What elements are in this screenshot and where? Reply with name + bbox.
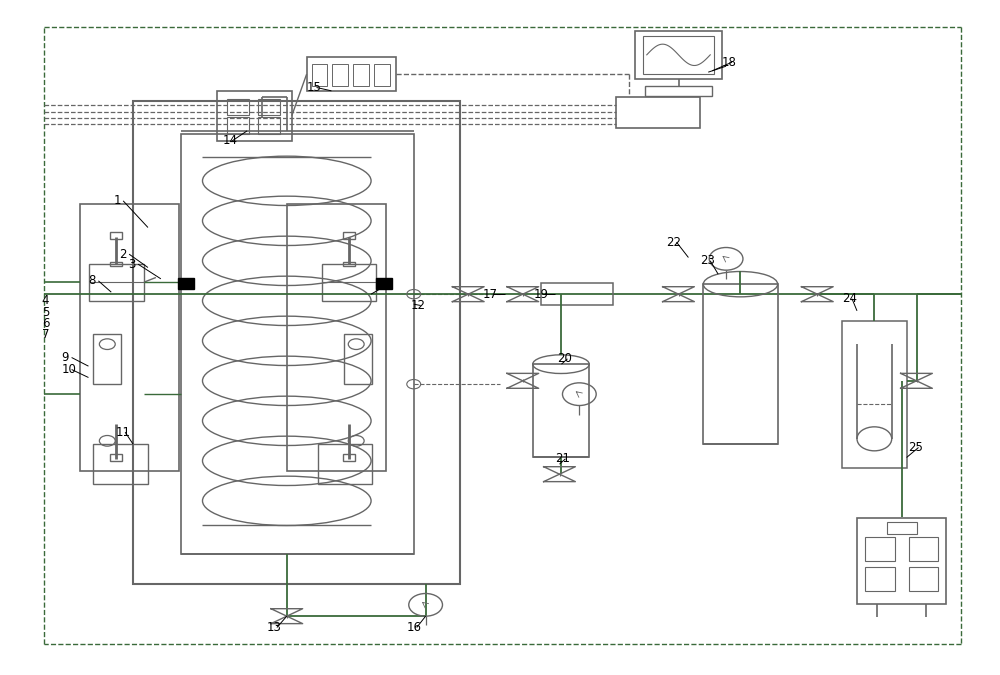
Text: 7: 7 <box>42 328 49 342</box>
Bar <box>865 568 895 591</box>
Bar <box>703 284 778 444</box>
Text: 1: 1 <box>113 194 121 207</box>
Bar <box>635 31 722 79</box>
Bar <box>217 91 292 141</box>
Bar <box>645 86 712 96</box>
Text: 16: 16 <box>407 621 422 634</box>
Bar <box>312 64 327 86</box>
Text: 26: 26 <box>376 279 391 292</box>
Text: 17: 17 <box>483 288 498 300</box>
Bar <box>80 204 179 471</box>
Bar <box>133 101 460 584</box>
Bar <box>181 134 414 554</box>
Text: 24: 24 <box>842 292 857 305</box>
Bar <box>332 64 348 86</box>
Bar <box>110 262 122 266</box>
Bar <box>307 57 396 91</box>
Bar <box>110 232 122 239</box>
Bar <box>374 64 390 86</box>
Bar <box>110 454 122 461</box>
Text: 10: 10 <box>62 363 77 376</box>
Bar <box>227 99 249 115</box>
Bar <box>343 232 355 239</box>
Text: 22: 22 <box>667 236 682 248</box>
Text: 15: 15 <box>307 81 322 94</box>
Text: 18: 18 <box>722 55 737 69</box>
Bar <box>93 444 148 484</box>
Bar <box>258 99 280 115</box>
Bar <box>344 334 372 384</box>
Text: 5: 5 <box>42 306 49 319</box>
Bar <box>376 278 392 289</box>
Bar <box>322 264 376 301</box>
Bar <box>842 321 907 468</box>
Text: 9: 9 <box>62 351 69 364</box>
Text: 25: 25 <box>909 441 923 454</box>
Text: 12: 12 <box>411 299 426 312</box>
Bar <box>541 283 613 306</box>
Bar <box>857 518 946 604</box>
Bar <box>93 334 121 384</box>
Bar <box>287 204 386 471</box>
Text: 2: 2 <box>119 248 127 261</box>
Bar <box>887 522 916 534</box>
Text: 19: 19 <box>534 288 549 300</box>
Text: 13: 13 <box>267 621 282 634</box>
Bar <box>909 568 938 591</box>
Text: 3: 3 <box>128 258 136 271</box>
Text: 4: 4 <box>42 294 49 307</box>
Text: 11: 11 <box>115 426 130 439</box>
Text: 23: 23 <box>700 254 715 267</box>
Text: 8: 8 <box>88 274 96 288</box>
Bar <box>89 264 144 301</box>
Text: 6: 6 <box>42 317 49 330</box>
Bar <box>227 117 249 134</box>
Bar <box>318 444 372 484</box>
Bar <box>616 97 700 128</box>
Bar <box>178 278 194 289</box>
Text: 14: 14 <box>222 134 237 147</box>
Text: 20: 20 <box>558 352 572 365</box>
Bar <box>643 36 714 74</box>
Text: 21: 21 <box>556 452 571 465</box>
Bar <box>909 537 938 561</box>
Bar <box>258 117 280 134</box>
Bar <box>343 262 355 266</box>
Bar <box>865 537 895 561</box>
Bar <box>343 454 355 461</box>
Bar <box>533 364 589 458</box>
Bar <box>353 64 369 86</box>
